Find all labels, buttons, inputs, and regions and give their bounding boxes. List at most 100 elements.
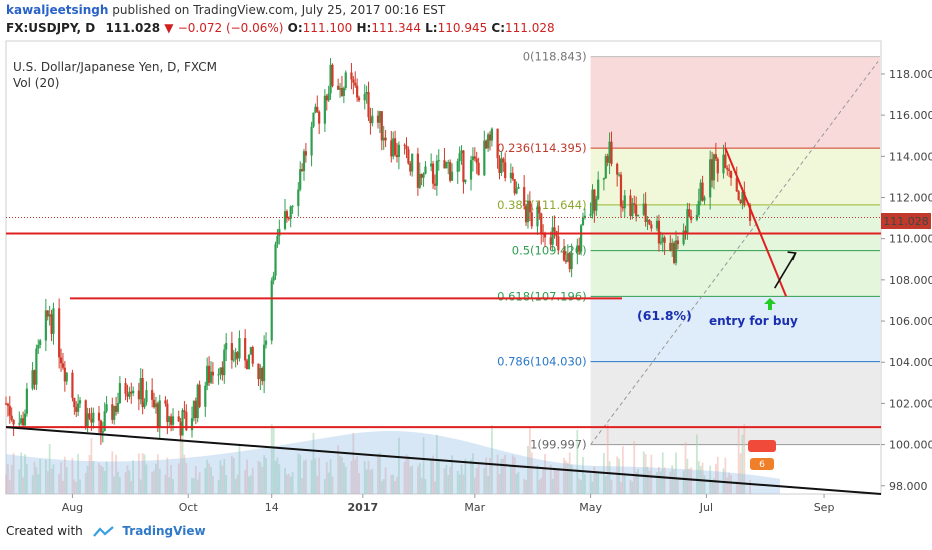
candle-body xyxy=(566,253,569,262)
volume-bar xyxy=(168,477,171,494)
candle-body xyxy=(340,87,344,96)
candle-body xyxy=(48,314,51,317)
volume-bar xyxy=(713,478,715,494)
candle-body xyxy=(517,187,520,189)
volume-bar xyxy=(403,461,406,494)
candle-body xyxy=(52,308,55,334)
volume-bar xyxy=(128,470,131,494)
y-tick-label: 116.000 xyxy=(889,109,932,122)
candle-body xyxy=(198,384,201,407)
volume-bar xyxy=(191,477,193,494)
volume-bar xyxy=(139,479,142,494)
volume-bar xyxy=(553,467,556,494)
volume-bar xyxy=(379,452,381,494)
volume-bar xyxy=(451,455,453,494)
open-label: O: xyxy=(287,21,303,35)
volume-bar xyxy=(39,459,42,494)
volume-bar xyxy=(185,463,188,494)
candle-body xyxy=(686,209,689,233)
price-chart[interactable]: 0(118.843) 0.236(114.395) 0.382(111.644) 0.… xyxy=(0,40,932,522)
volume-bar xyxy=(437,458,440,494)
candle-body xyxy=(513,179,516,194)
candle-body xyxy=(78,400,82,404)
candle-body xyxy=(236,352,239,359)
candle-body xyxy=(63,367,66,382)
volume-bar xyxy=(323,479,326,494)
candle-body xyxy=(245,360,249,370)
candle-body xyxy=(488,134,492,141)
candle-body xyxy=(18,423,21,425)
time-axis[interactable]: Aug Oct 14 2017 Mar May Jul Sep xyxy=(62,494,835,514)
candle-body xyxy=(433,183,437,186)
volume-bar xyxy=(688,468,691,494)
volume-bar xyxy=(259,462,262,494)
candle-body xyxy=(50,314,53,334)
annotations[interactable]: (61.8%) entry for buy xyxy=(637,298,798,328)
volume-bar xyxy=(6,464,9,494)
candle-body xyxy=(701,182,704,201)
candle-body xyxy=(380,111,383,141)
high-label: H: xyxy=(356,21,372,35)
candle-body xyxy=(367,92,370,118)
volume-bar xyxy=(487,475,490,494)
drawn-lines[interactable] xyxy=(5,147,882,495)
volume-bar xyxy=(221,465,224,494)
candle-body xyxy=(251,347,254,364)
candle-body xyxy=(629,195,632,217)
volume-bar xyxy=(166,457,169,494)
volume-bar xyxy=(331,476,334,494)
volume-bar xyxy=(25,463,28,494)
volume-bar xyxy=(170,464,173,494)
volume-bar xyxy=(540,478,543,494)
candle-body xyxy=(111,404,114,420)
volume-bar xyxy=(743,423,746,494)
volume-bar xyxy=(132,460,135,494)
candle-body xyxy=(437,160,440,162)
trend-line xyxy=(5,426,882,495)
candle-body xyxy=(549,237,552,245)
fib-label-6: 1(99.997) xyxy=(530,438,587,452)
volume-bar xyxy=(582,457,584,494)
volume-bar xyxy=(390,474,393,494)
fib-band-5 xyxy=(590,361,880,445)
volume-bar xyxy=(118,477,121,494)
volume-bar xyxy=(568,452,571,494)
candle-body xyxy=(595,198,598,211)
candle-body xyxy=(170,416,173,425)
volume-bar xyxy=(158,468,161,494)
candle-body xyxy=(376,115,380,123)
candle-body xyxy=(487,134,490,149)
volume-bar xyxy=(52,464,55,494)
candle-body xyxy=(238,338,241,359)
volume-bar xyxy=(48,443,51,494)
volume-bar xyxy=(265,458,267,494)
candle-body xyxy=(405,145,408,150)
candle-body xyxy=(356,85,359,98)
projection-down-line xyxy=(724,147,788,297)
volume-bar xyxy=(251,467,254,494)
footer-brand[interactable]: TradingView xyxy=(122,524,206,538)
volume-bar xyxy=(84,472,87,494)
price-axis[interactable]: 98.000 100.000 102.000 104.000 106.000 108.00… xyxy=(881,68,932,493)
volume-bar xyxy=(549,464,552,494)
candle-body xyxy=(422,173,425,178)
candle-body xyxy=(118,383,121,403)
volume-bar xyxy=(616,456,619,494)
candle-body xyxy=(580,225,583,252)
candle-body xyxy=(20,418,23,424)
volume-bar xyxy=(555,469,558,494)
fib-retracement[interactable]: 0(118.843) 0.236(114.395) 0.382(111.644) 0.… xyxy=(497,50,880,452)
candle-body xyxy=(382,137,385,141)
candle-body xyxy=(498,158,501,174)
candle-body xyxy=(703,197,706,201)
author-link[interactable]: kawaljeetsingh xyxy=(6,3,109,17)
fib-label-1: 0.236(114.395) xyxy=(497,141,586,155)
open-value: 111.100 xyxy=(302,21,353,35)
y-tick-label: 98.000 xyxy=(889,480,928,493)
candle-body xyxy=(606,156,609,163)
projection-up-arrow xyxy=(774,252,797,289)
candle-body xyxy=(597,179,600,199)
volume-bar xyxy=(690,467,693,494)
volume-bar xyxy=(538,479,541,494)
volume-bar xyxy=(377,453,379,494)
